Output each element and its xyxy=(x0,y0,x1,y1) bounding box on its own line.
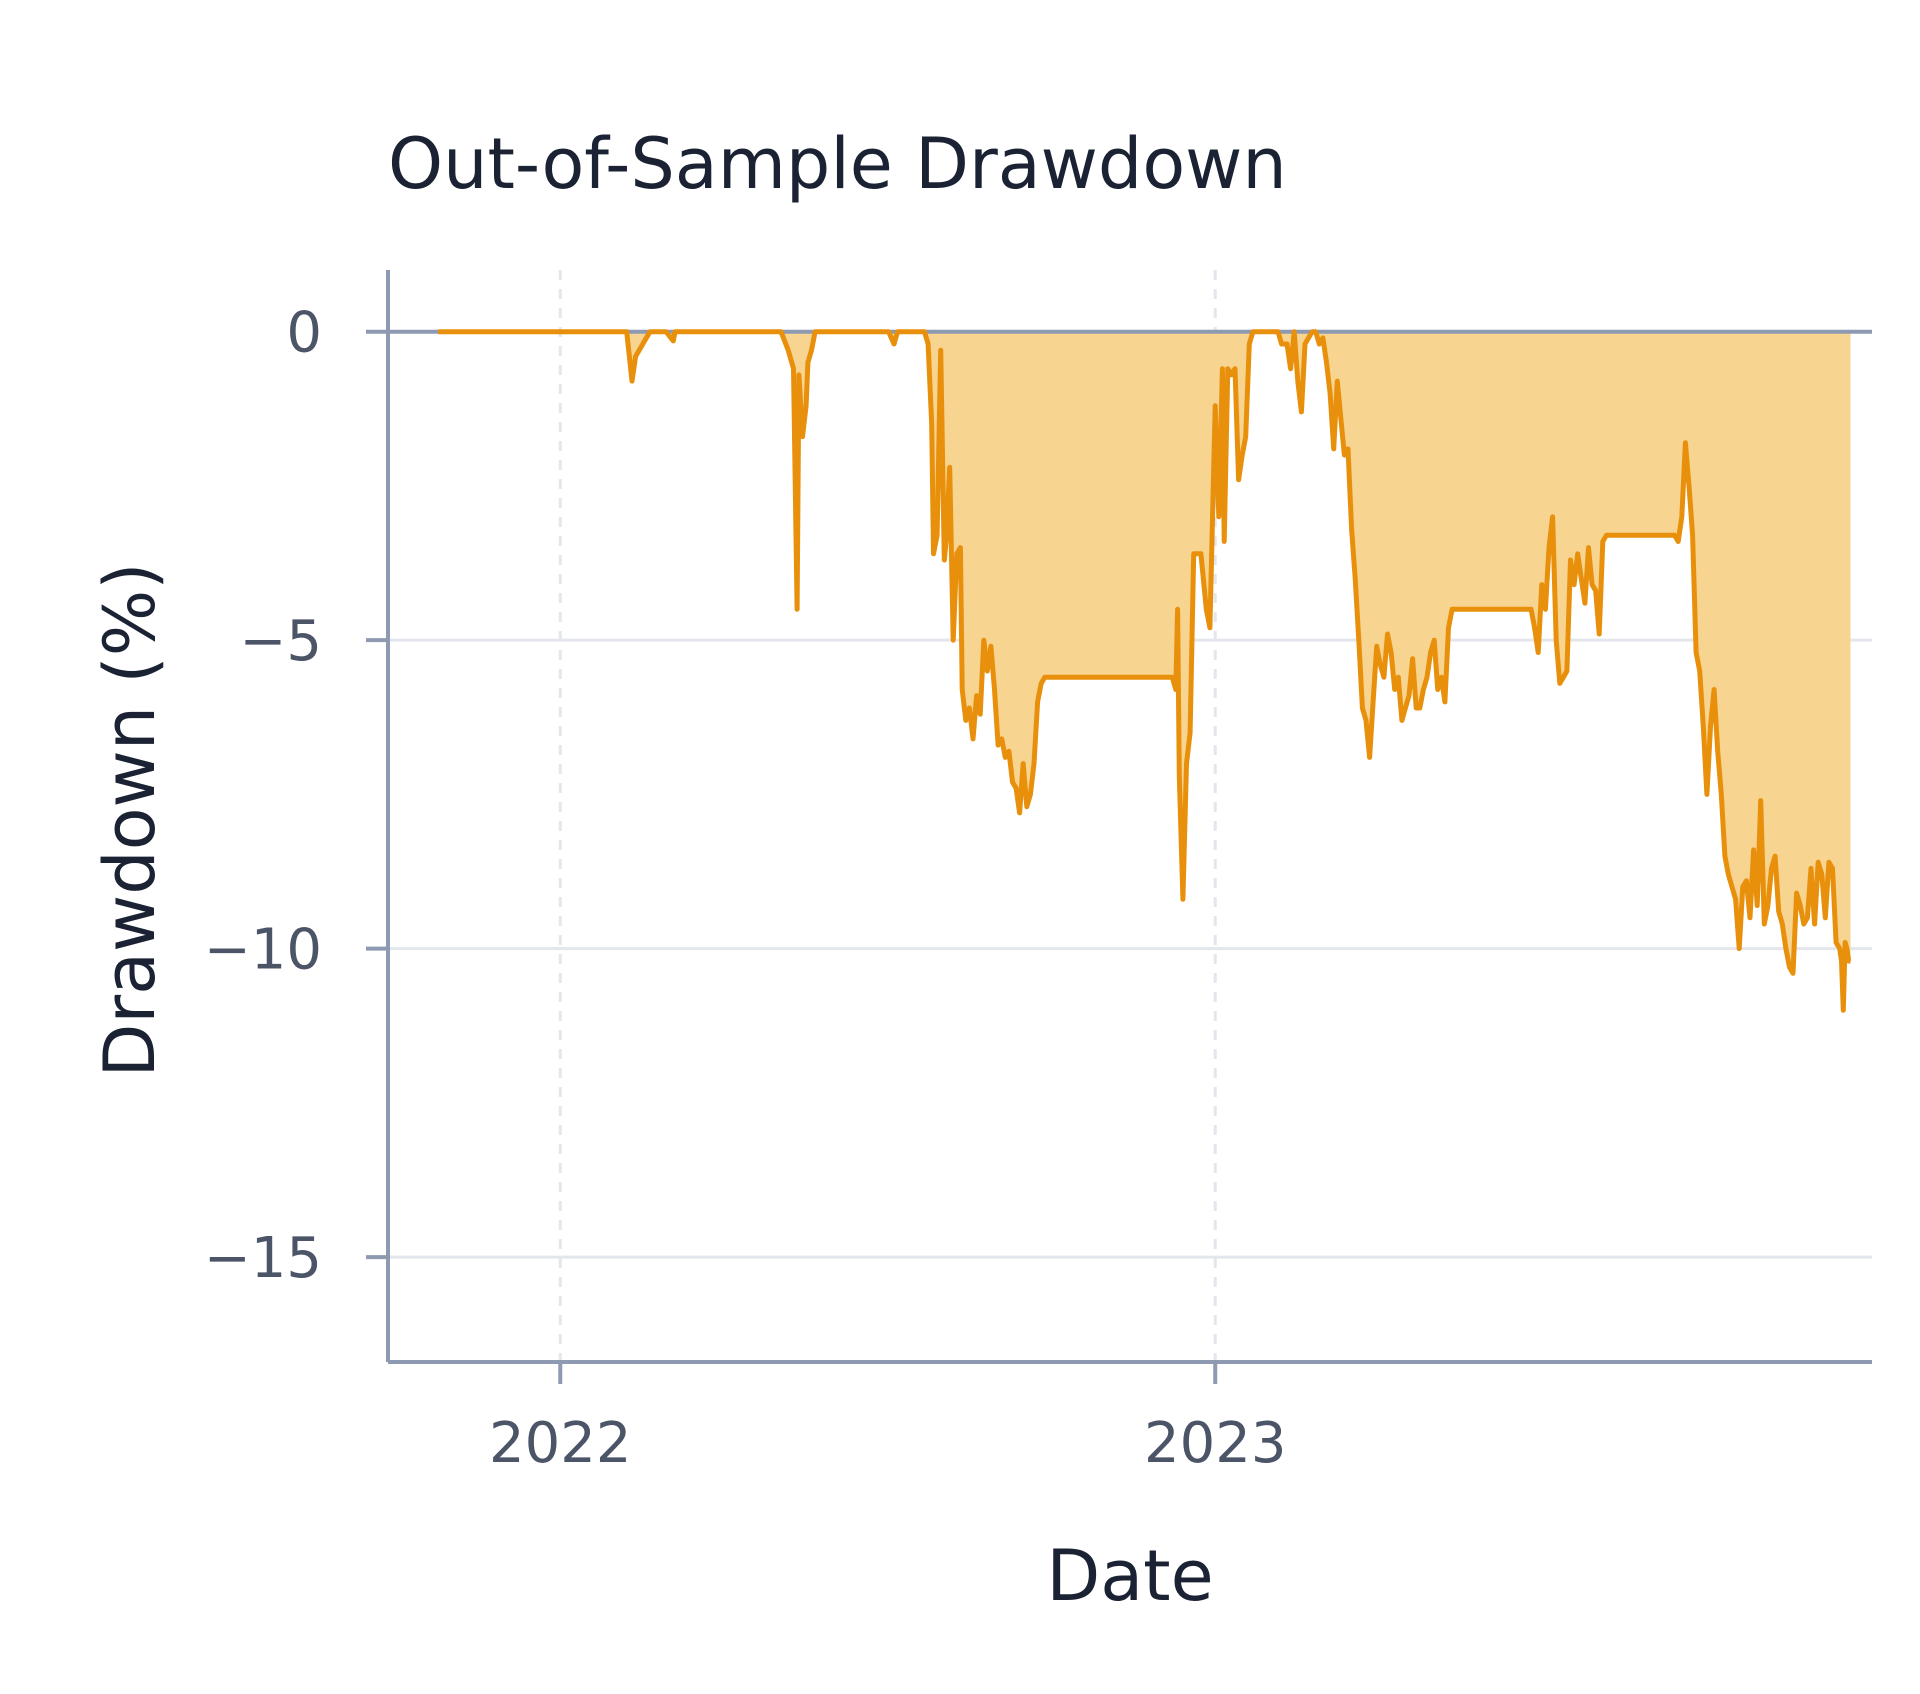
chart-title: Out-of-Sample Drawdown xyxy=(388,123,1287,205)
y-tick-label: −5 xyxy=(239,609,322,674)
y-tick-label: 0 xyxy=(286,301,322,366)
drawdown-area xyxy=(438,331,1851,1011)
drawdown-line xyxy=(438,329,1852,1013)
y-tick-label: −15 xyxy=(204,1226,322,1291)
x-tick-label: 2022 xyxy=(489,1411,632,1476)
y-tick-label: −10 xyxy=(204,918,322,983)
tick-labels: 0 −5 −10 −15 2022 2023 xyxy=(204,301,1287,1476)
y-axis-label: Drawdown (%) xyxy=(89,562,171,1077)
axes xyxy=(366,270,1872,1384)
x-axis-label: Date xyxy=(1046,1535,1213,1617)
x-tick-label: 2023 xyxy=(1144,1411,1287,1476)
